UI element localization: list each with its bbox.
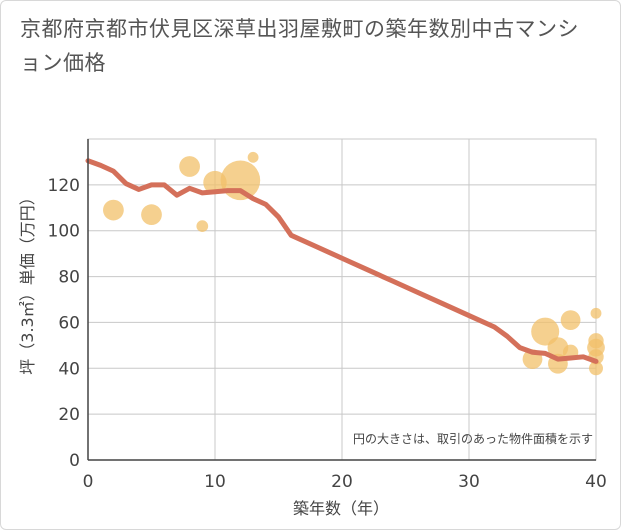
bubble-point <box>196 220 209 232</box>
chart-title: 京都府京都市伏見区深草出羽屋敷町の築年数別中古マンション価格 <box>20 17 579 75</box>
line-layer <box>85 158 599 364</box>
bubble-point <box>590 307 602 319</box>
bubble-point <box>141 204 162 226</box>
bubble-point <box>103 199 124 221</box>
y-axis-label: 坪（3.3㎡）単価（万円） <box>18 189 37 374</box>
y-tick-label: 20 <box>58 405 80 425</box>
bubble-point <box>589 361 603 376</box>
y-tick-label: 0 <box>69 451 80 471</box>
x-tick-label: 10 <box>204 472 226 492</box>
x-tick-label: 40 <box>585 472 607 492</box>
size-note: 円の大きさは、取引のあった物件面積を示す <box>353 431 593 446</box>
axes: 0 10 20 30 40 0 20 40 60 80 100 120 <box>48 139 607 492</box>
grid <box>87 138 597 461</box>
bubble-point <box>179 156 200 177</box>
y-tick-label: 60 <box>58 313 80 333</box>
y-tick-label: 40 <box>58 359 80 379</box>
bubble-point <box>247 151 259 163</box>
bubble-point <box>203 170 227 195</box>
bubble-point <box>531 317 560 346</box>
x-tick-label: 0 <box>83 472 94 492</box>
average-price-line <box>85 158 599 364</box>
y-tick-label: 120 <box>48 176 80 196</box>
x-tick-label: 30 <box>458 472 480 492</box>
x-tick-label: 20 <box>331 472 353 492</box>
y-tick-label: 100 <box>48 222 80 242</box>
bubble-point <box>220 160 261 201</box>
y-tick-label: 80 <box>58 268 80 288</box>
bubble-point <box>560 310 581 331</box>
x-axis-label: 築年数（年） <box>293 499 389 518</box>
